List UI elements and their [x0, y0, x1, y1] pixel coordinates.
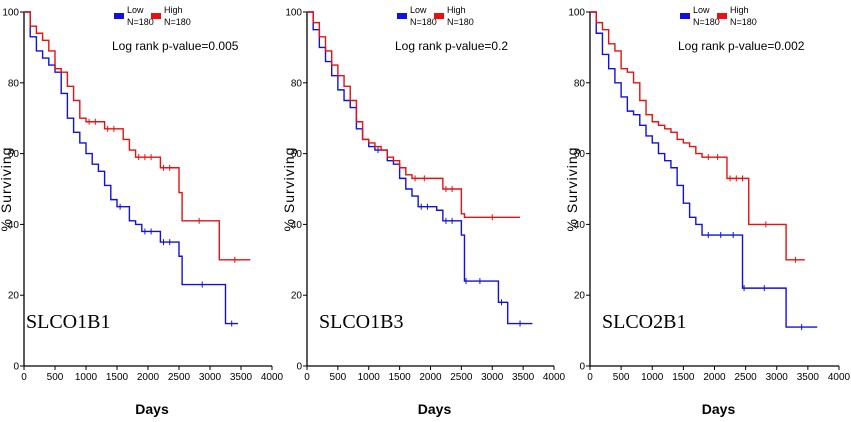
legend-swatch-low [114, 13, 124, 19]
x-tick-label: 3500 [512, 372, 535, 383]
series-line-high [24, 11, 251, 261]
series-line-low [24, 11, 238, 325]
x-tick-label: 1000 [358, 372, 381, 383]
gene-label: SLCO2B1 [602, 311, 686, 333]
legend-swatch-low [397, 13, 407, 19]
y-tick-label: 60 [291, 149, 303, 160]
legend-swatch-high [717, 13, 727, 19]
legend-label-low: Low [693, 5, 710, 15]
y-tick-label: 100 [568, 8, 585, 19]
x-tick-label: 1500 [106, 372, 129, 383]
legend-label-low: Low [410, 5, 427, 15]
series-line-low [590, 11, 818, 328]
y-tick-label: 100 [285, 8, 302, 19]
x-tick-label: 3500 [797, 372, 820, 383]
y-tick-label: 40 [574, 220, 586, 231]
x-tick-label: 1500 [389, 372, 412, 383]
x-tick-label: 4000 [828, 372, 851, 383]
legend-swatch-high [151, 13, 161, 19]
legend-label-high: High [447, 5, 466, 15]
x-tick-label: 2500 [450, 372, 473, 383]
x-tick-label: 2500 [168, 372, 191, 383]
x-tick-label: 500 [330, 372, 347, 383]
x-axis-title: Days [135, 401, 169, 417]
y-tick-label: 20 [291, 291, 303, 302]
y-tick-label: 0 [13, 362, 19, 373]
x-tick-label: 3000 [766, 372, 789, 383]
y-tick-label: 80 [291, 78, 303, 89]
y-tick-label: 0 [296, 362, 302, 373]
legend-count-high: N=180 [447, 17, 474, 27]
pvalue-label: Log rank p-value=0.002 [678, 39, 805, 53]
x-tick-label: 4000 [543, 372, 566, 383]
y-tick-label: 60 [574, 149, 586, 160]
x-tick-label: 4000 [261, 372, 284, 383]
x-tick-label: 0 [21, 372, 27, 383]
legend-count-high: N=180 [730, 17, 757, 27]
x-tick-label: 0 [304, 372, 310, 383]
y-axis-title: % Surviving [281, 147, 297, 232]
x-tick-label: 500 [613, 372, 630, 383]
x-tick-label: 3500 [230, 372, 253, 383]
gene-label: SLCO1B3 [319, 311, 403, 333]
series-line-high [307, 11, 521, 219]
y-tick-label: 80 [8, 78, 20, 89]
pvalue-label: Log rank p-value=0.2 [395, 39, 508, 53]
series-line-high [590, 11, 805, 261]
x-tick-label: 2000 [137, 372, 160, 383]
y-tick-label: 80 [574, 78, 586, 89]
series-line-low [307, 11, 533, 325]
x-tick-label: 2000 [703, 372, 726, 383]
x-tick-label: 3000 [199, 372, 222, 383]
legend-label-low: Low [127, 5, 144, 15]
legend-count-low: N=180 [693, 17, 720, 27]
legend-count-high: N=180 [164, 17, 191, 27]
x-tick-label: 1000 [75, 372, 98, 383]
y-tick-label: 40 [291, 220, 303, 231]
legend-swatch-high [434, 13, 444, 19]
gene-label: SLCO1B1 [26, 311, 110, 333]
y-tick-label: 20 [8, 291, 20, 302]
legend-swatch-low [680, 13, 690, 19]
y-axis-title: % Surviving [0, 147, 14, 232]
x-tick-label: 2000 [419, 372, 442, 383]
y-tick-label: 60 [8, 149, 20, 160]
x-tick-label: 1000 [641, 372, 664, 383]
legend-count-low: N=180 [127, 17, 154, 27]
y-tick-label: 100 [2, 8, 19, 19]
y-tick-label: 20 [574, 291, 586, 302]
legend-label-high: High [730, 5, 749, 15]
x-tick-label: 0 [587, 372, 593, 383]
legend-label-high: High [164, 5, 183, 15]
legend-count-low: N=180 [410, 17, 437, 27]
pvalue-label: Log rank p-value=0.005 [112, 39, 239, 53]
x-tick-label: 2500 [735, 372, 758, 383]
y-axis-title: % Surviving [564, 147, 580, 232]
y-tick-label: 40 [8, 220, 20, 231]
x-axis-title: Days [702, 401, 736, 417]
x-tick-label: 500 [47, 372, 64, 383]
x-axis-title: Days [418, 401, 452, 417]
y-tick-label: 0 [579, 362, 585, 373]
x-tick-label: 1500 [672, 372, 695, 383]
x-tick-label: 3000 [481, 372, 504, 383]
